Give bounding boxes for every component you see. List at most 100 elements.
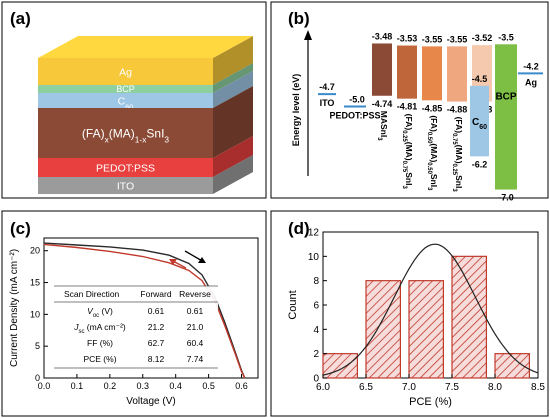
- stack-layer-4: PEDOT:PSS: [38, 136, 253, 177]
- electrode-label: Ag: [525, 77, 537, 87]
- layer-label: ITO: [117, 180, 134, 192]
- energy-bar-top-label: -3.52: [472, 33, 493, 43]
- energy-bar-6: -3.5 -7.0 BCP: [495, 32, 517, 203]
- electrode-value: -4.7: [319, 82, 335, 92]
- panel-label-c: (c): [10, 219, 31, 238]
- energy-bar-2: -3.55 -4.85 (FA)0.50(MA)0.50SnI3: [422, 34, 443, 191]
- layer-label: (FA)x(MA)1-xSnI3: [82, 126, 170, 144]
- jv-series-1: [43, 243, 246, 379]
- hist-ytick-label: 10: [308, 252, 320, 263]
- hist-xtick-label: 6.5: [359, 382, 373, 393]
- panel-label-a: (a): [10, 9, 31, 28]
- table-reverse-value: 0.61: [187, 306, 204, 316]
- energy-bar-name: (FA)0.50(MA)0.50SnI3: [426, 115, 439, 191]
- table-reverse-value: 21.0: [187, 322, 204, 332]
- energy-bar-top-label: -3.5: [498, 32, 514, 42]
- layer-label: PEDOT:PSS: [96, 162, 155, 174]
- layer-front: [38, 85, 213, 93]
- energy-bar-bottom-label: -4.88: [447, 105, 468, 115]
- table-reverse-value: 7.74: [187, 354, 204, 364]
- jv-xtick-label: 0.5: [202, 381, 215, 391]
- energy-bar-rect: [372, 43, 392, 96]
- layer-label: BCP: [116, 84, 135, 94]
- energy-bar-rect: [470, 85, 489, 157]
- energy-bar-bottom-label: -4.81: [397, 102, 418, 112]
- layer-side: [213, 71, 253, 108]
- energy-bar-0: -3.48 -4.74 MASnI3: [372, 31, 393, 141]
- jv-xtick-label: 0.0: [38, 381, 51, 391]
- stack-layer-5: ITO: [38, 155, 253, 194]
- layer-side: [213, 155, 253, 194]
- energy-bar-name: BCP: [495, 91, 516, 102]
- electrode-label: ITO: [320, 98, 335, 108]
- jv-ytick-label: 10: [30, 309, 40, 319]
- table-header-cell: Scan Direction: [64, 289, 120, 299]
- hist-xtick-label: 6.0: [316, 382, 330, 393]
- energy-bar-bottom-label: -6.2: [472, 159, 488, 169]
- energy-bar-top-label: -3.48: [372, 31, 393, 41]
- pce-histogram: 6.0 6.5 7.0 7.5 8.0 8.5 0 2 4 6 8 10 12 PCE (%) Count: [287, 228, 545, 409]
- layer-front: [38, 58, 213, 85]
- jv-xtick-label: 0.2: [104, 381, 117, 391]
- energy-bar-rect: [447, 46, 467, 102]
- table-forward-value: 0.61: [148, 306, 165, 316]
- energy-axis-label: Energy level (eV): [291, 74, 301, 147]
- electrode-pedotpss: -5.0 PEDOT:PSS: [329, 95, 380, 121]
- energy-bar-bottom-label: -4.85: [422, 103, 443, 113]
- energy-bar-rect: [422, 46, 442, 101]
- scan-arrow-reverse-head: [169, 259, 177, 265]
- hist-gaussian-fit: [322, 243, 539, 376]
- electrode-value: -5.0: [349, 95, 365, 105]
- energy-bar-bottom-label: -4.74: [372, 99, 393, 109]
- layer-label: C60: [118, 95, 134, 111]
- jv-ytick-label: 5: [35, 341, 40, 351]
- hist-bar-3: [451, 255, 488, 379]
- energy-bar-top-label: -3.55: [422, 34, 443, 44]
- layer-front: [38, 158, 213, 177]
- hist-bar-2: [408, 280, 445, 379]
- layer-top: [38, 36, 253, 58]
- hist-ytick-label: 6: [313, 301, 319, 312]
- energy-bar-name: MASnI3: [376, 111, 389, 141]
- panel-label-d: (d): [288, 219, 310, 238]
- energy-bar-bottom-label: -7.0: [498, 193, 514, 203]
- stack-layer-1: BCP: [38, 63, 253, 94]
- jv-plot-frame: [43, 237, 259, 379]
- layer-front: [38, 177, 213, 194]
- energy-bar-name: (FA)0.75(MA)0.25SnI3: [451, 117, 464, 193]
- energy-bar-name: (FA)0.25(MA)0.75SnI3: [401, 114, 414, 190]
- hist-ylabel: Count: [287, 290, 299, 319]
- energy-bar-name: C60: [472, 117, 487, 131]
- layer-label: Ag: [119, 66, 132, 78]
- jv-curve-chart: 0.0 0.1 0.2 0.3 0.4 0.5 0.6 0 5 10 15 20 Voltage (V)…: [9, 237, 259, 407]
- table-header-cell: Reverse: [179, 289, 211, 299]
- hist-ytick-label: 12: [308, 228, 320, 239]
- jv-xtick-label: 0.4: [169, 381, 182, 391]
- table-param: PCE (%): [83, 354, 116, 364]
- energy-level-diagram: Energy level (eV) -4.7 ITO -5.0 PEDOT:PSS -4.…: [291, 30, 543, 203]
- energy-bar-top-label: -3.53: [397, 34, 418, 44]
- electrode-ag: -4.2 Ag: [518, 61, 543, 87]
- table-reverse-value: 60.4: [187, 338, 204, 348]
- stack-layer-2: C60: [38, 71, 253, 111]
- hist-xlabel: PCE (%): [409, 396, 452, 408]
- energy-bar-rect: [397, 45, 417, 99]
- table-forward-value: 8.12: [148, 354, 165, 364]
- table-param: FF (%): [87, 338, 113, 348]
- table-param: Jsc (mA cm⁻²): [73, 322, 126, 335]
- energy-bar-5: -4.5 -6.2 C60: [470, 74, 489, 169]
- electrode-label: PEDOT:PSS: [329, 111, 380, 121]
- table-forward-value: 62.7: [148, 338, 165, 348]
- electrode-ito: -4.7 ITO: [318, 82, 336, 108]
- jv-ytick-label: 0: [35, 373, 40, 383]
- jv-xlabel: Voltage (V): [126, 396, 175, 407]
- jv-xtick-label: 0.1: [71, 381, 84, 391]
- jv-xtick-label: 0.6: [235, 381, 248, 391]
- table-param: Voc (V): [87, 306, 113, 319]
- jv-parameter-table: Scan Direction Forward Reverse Voc (V) 0.61 0…: [54, 285, 218, 369]
- jv-ytick-label: 20: [30, 246, 40, 256]
- table-header-cell: Forward: [140, 289, 171, 299]
- hist-ytick-label: 4: [313, 325, 319, 336]
